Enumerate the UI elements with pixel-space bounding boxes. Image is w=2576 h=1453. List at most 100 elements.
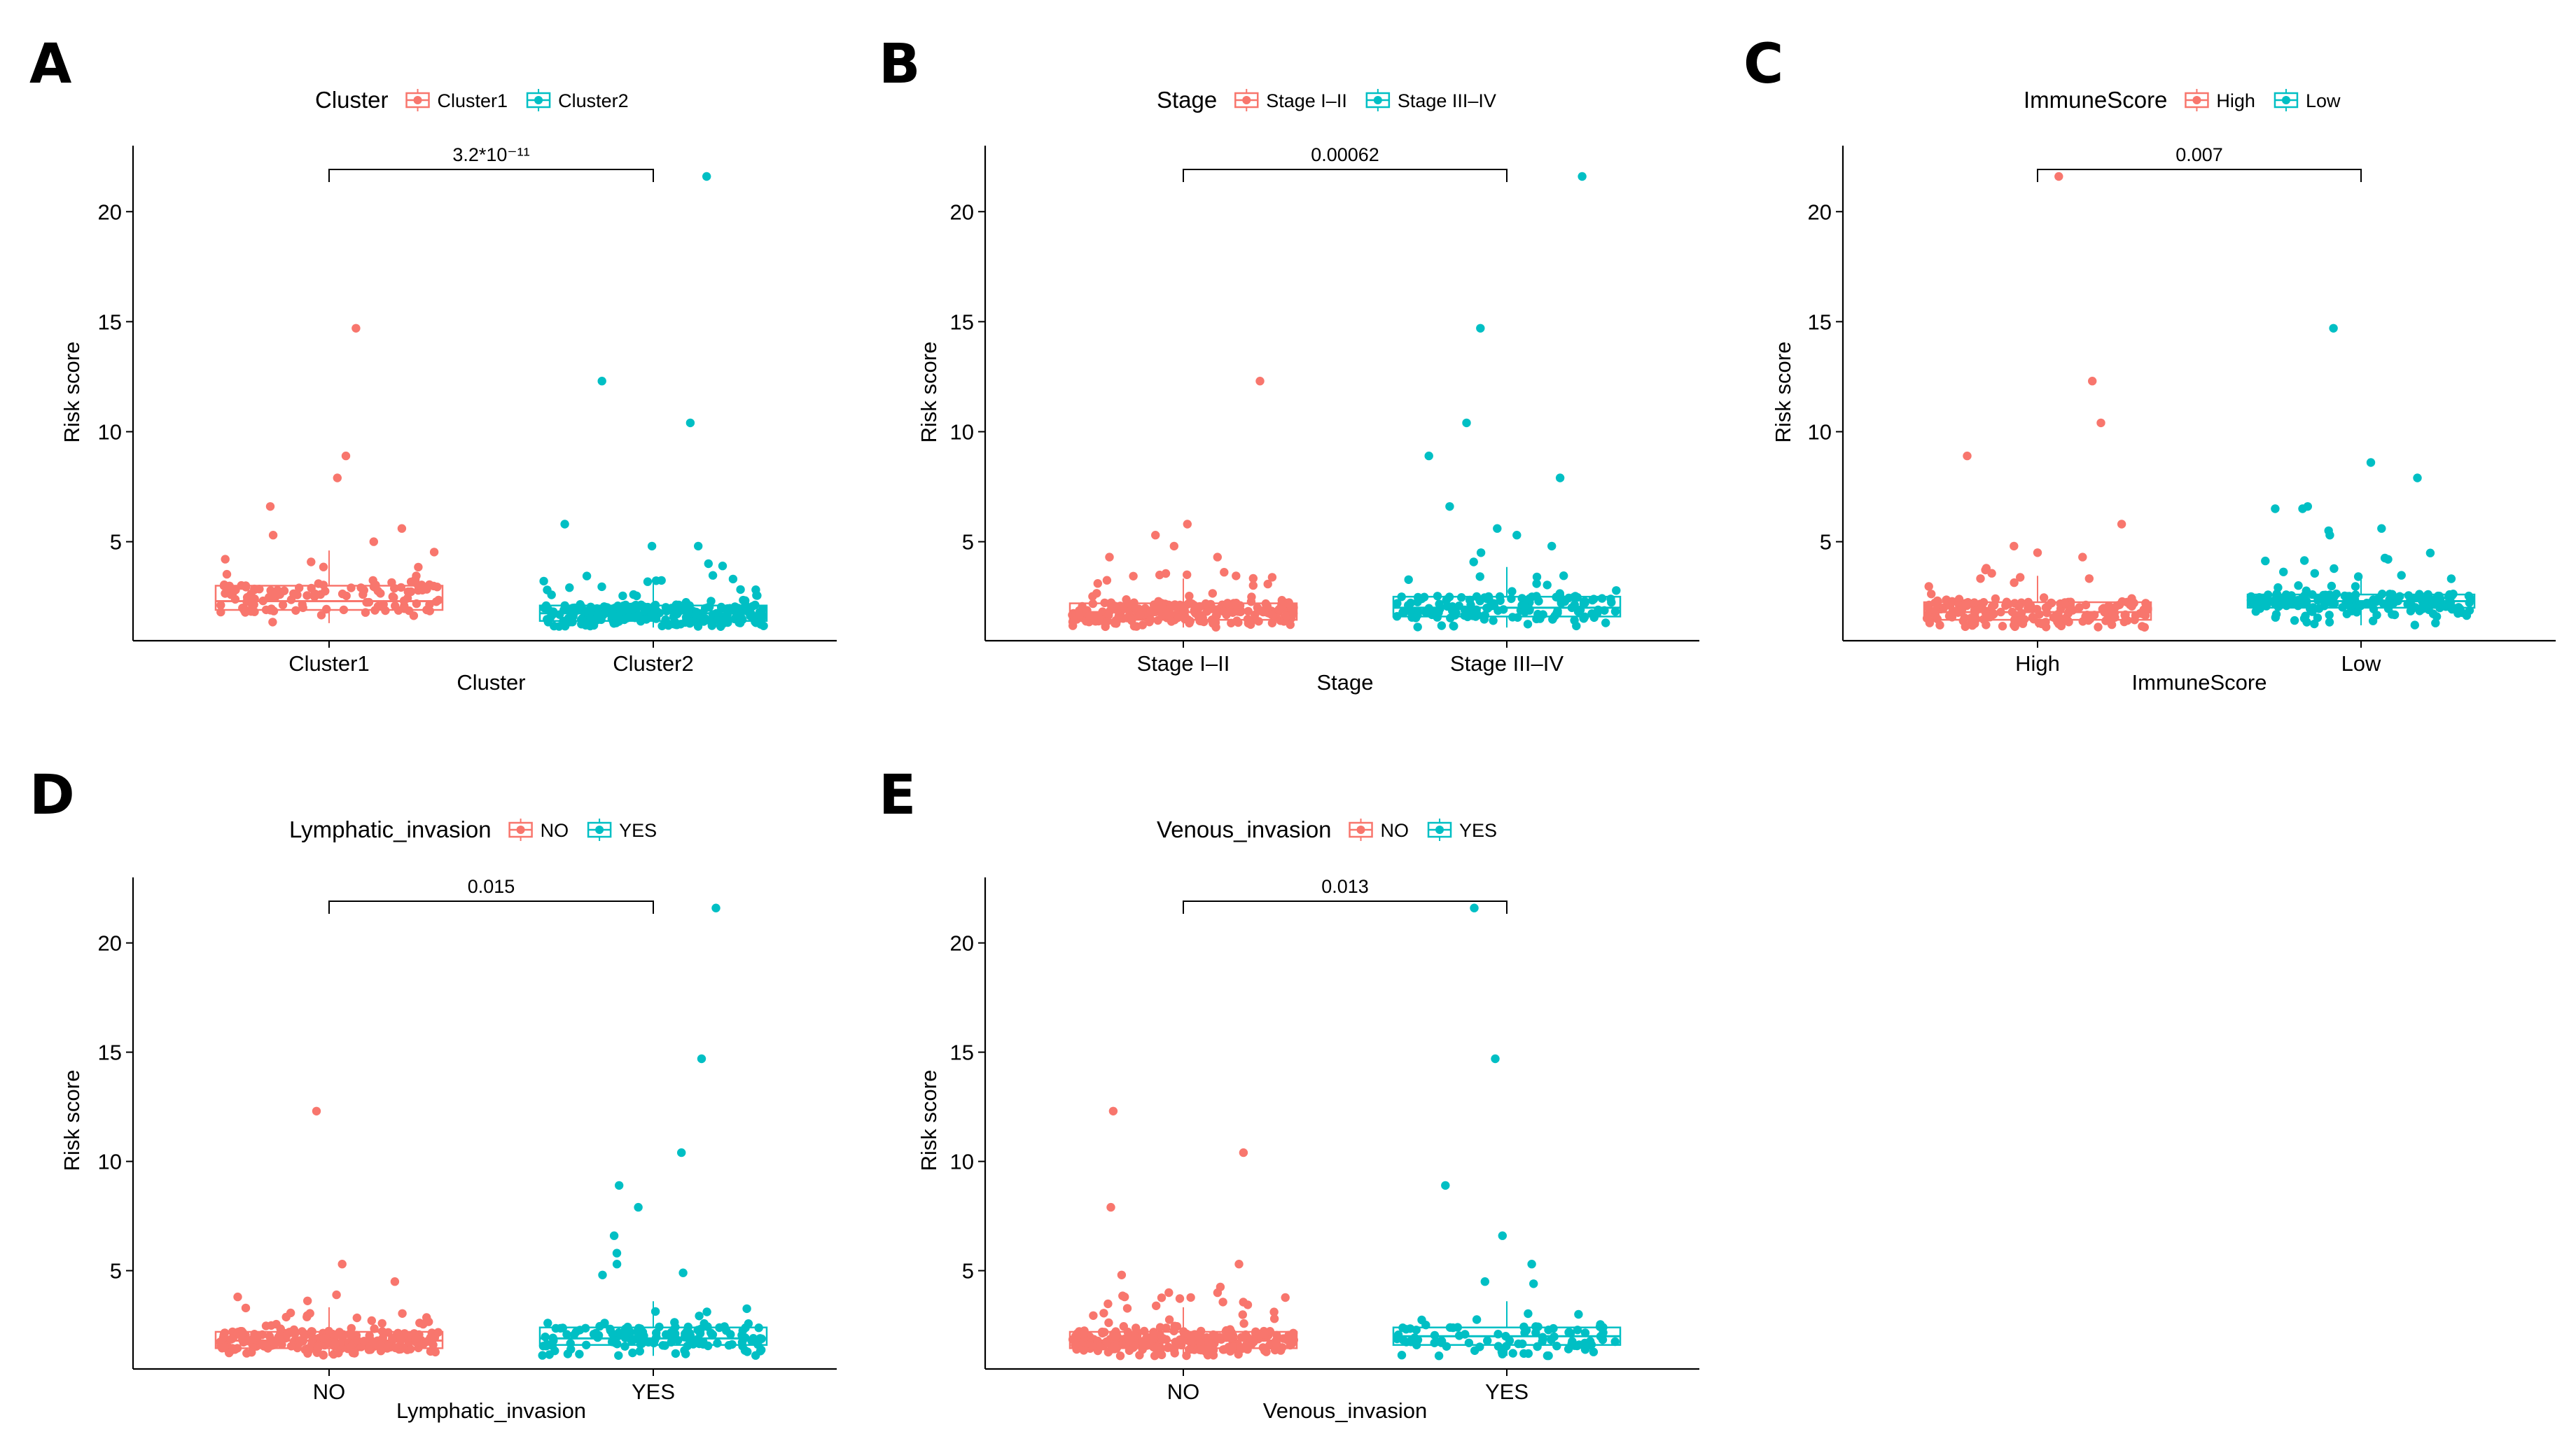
data-point (613, 602, 622, 611)
y-tick-label: 5 (962, 530, 974, 555)
data-point (1435, 604, 1444, 613)
data-point (2435, 592, 2444, 601)
data-point (399, 596, 409, 606)
data-point (362, 598, 371, 607)
panel-d: D Lymphatic_invasion NO YES 5 10 15 20 Risk scor… (29, 764, 837, 1423)
series-1 (1068, 1106, 1299, 1361)
data-point (1284, 1330, 1293, 1340)
data-point (543, 615, 552, 624)
data-point (600, 1319, 609, 1328)
data-point (2278, 593, 2288, 602)
data-point (651, 576, 661, 585)
data-point (1162, 611, 1171, 620)
series-2 (1392, 172, 1622, 632)
data-point (1976, 574, 1985, 583)
legend-label: Cluster1 (438, 90, 508, 111)
data-point (1073, 1329, 1082, 1338)
data-point (2140, 623, 2149, 632)
data-point (1139, 1340, 1148, 1349)
data-point (1495, 592, 1505, 602)
data-point (1167, 601, 1176, 611)
legend-title: Stage (1157, 87, 1217, 113)
data-point (1427, 610, 1437, 620)
data-point (1175, 1294, 1185, 1303)
data-point (1598, 1335, 1608, 1344)
data-point (1085, 611, 1094, 620)
legend-key-dot (534, 96, 543, 104)
data-point (1267, 573, 1277, 582)
data-point (751, 617, 760, 627)
data-point (1135, 611, 1145, 620)
outlier-point (2078, 552, 2087, 562)
data-point (1203, 1351, 1213, 1360)
data-point (1104, 1318, 1113, 1328)
data-point (304, 1346, 314, 1356)
legend-item: Stage I–II (1234, 89, 1347, 111)
data-point (548, 1333, 557, 1342)
data-point (2405, 597, 2414, 606)
data-point (1188, 599, 1197, 609)
outlier-point (2325, 531, 2334, 540)
data-point (726, 1330, 735, 1339)
data-point (1991, 594, 2000, 604)
data-point (2265, 597, 2274, 606)
outlier-point (1476, 548, 1486, 557)
data-point (303, 1296, 312, 1306)
data-point (1155, 1323, 1165, 1332)
data-point (2456, 604, 2465, 613)
outlier-point (2271, 504, 2280, 513)
y-tick-label: 15 (1808, 310, 1832, 334)
data-point (699, 617, 709, 626)
outlier-point (1106, 1202, 1115, 1212)
data-point (1201, 599, 1211, 609)
data-point (1258, 1343, 1268, 1352)
data-point (233, 1292, 242, 1302)
data-point (741, 1333, 750, 1342)
data-point (1446, 613, 1455, 623)
data-point (2107, 606, 2117, 616)
data-point (400, 1329, 409, 1338)
legend-label: Stage III–IV (1398, 90, 1496, 111)
data-point (726, 604, 736, 614)
data-point (250, 1330, 259, 1339)
data-point (422, 1337, 431, 1347)
data-point (1413, 623, 1422, 632)
legend-title: ImmuneScore (2024, 87, 2167, 113)
data-point (586, 613, 595, 623)
data-point (2397, 571, 2406, 580)
data-point (1473, 611, 1482, 620)
data-point (319, 580, 328, 590)
data-point (1954, 595, 1964, 604)
legend-label: Stage I–II (1266, 90, 1347, 111)
data-point (261, 605, 271, 615)
y-tick-label: 20 (98, 200, 122, 224)
data-point (669, 619, 678, 629)
data-point (2299, 556, 2309, 565)
outlier-point (694, 541, 703, 551)
data-point (1544, 1326, 1553, 1335)
data-point (270, 1338, 279, 1347)
data-point (1260, 1330, 1269, 1339)
data-point (373, 602, 383, 611)
outlier-point (1963, 451, 1972, 461)
data-point (2425, 548, 2435, 557)
data-point (1164, 1315, 1174, 1324)
data-point (715, 1323, 724, 1333)
outlier-point (2033, 548, 2042, 557)
data-point (2043, 602, 2052, 611)
y-tick-label: 20 (950, 200, 974, 224)
data-point (1093, 1346, 1103, 1356)
data-point (1112, 619, 1121, 628)
legend-item: YES (1427, 819, 1497, 841)
data-point (2042, 609, 2052, 618)
data-point (238, 1328, 248, 1337)
data-point (1111, 1332, 1120, 1341)
data-point (405, 1344, 415, 1354)
data-point (1505, 1336, 1515, 1345)
data-point (1195, 611, 1204, 620)
data-point (728, 574, 738, 584)
data-point (1437, 621, 1447, 630)
data-point (1132, 604, 1141, 613)
outlier-point (268, 531, 278, 540)
legend-label: YES (619, 820, 657, 841)
